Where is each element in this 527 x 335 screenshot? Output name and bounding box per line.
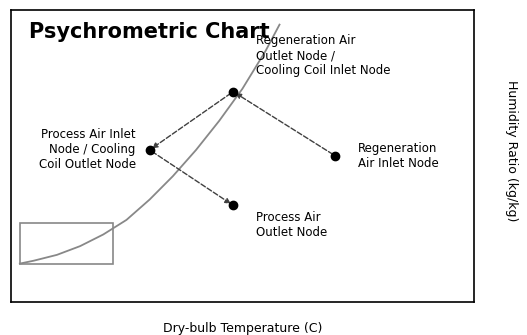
Text: Regeneration
Air Inlet Node: Regeneration Air Inlet Node <box>358 142 439 170</box>
Text: Process Air Inlet
Node / Cooling
Coil Outlet Node: Process Air Inlet Node / Cooling Coil Ou… <box>38 128 136 172</box>
Text: Psychrometric Chart: Psychrometric Chart <box>29 22 270 42</box>
Text: Dry-bulb Temperature (C): Dry-bulb Temperature (C) <box>163 322 322 335</box>
Text: Process Air
Outlet Node: Process Air Outlet Node <box>256 211 328 239</box>
Text: Regeneration Air
Outlet Node /
Cooling Coil Inlet Node: Regeneration Air Outlet Node / Cooling C… <box>256 34 391 77</box>
Text: Humidity Ratio (kg/kg): Humidity Ratio (kg/kg) <box>505 80 518 221</box>
Bar <box>20 223 113 264</box>
